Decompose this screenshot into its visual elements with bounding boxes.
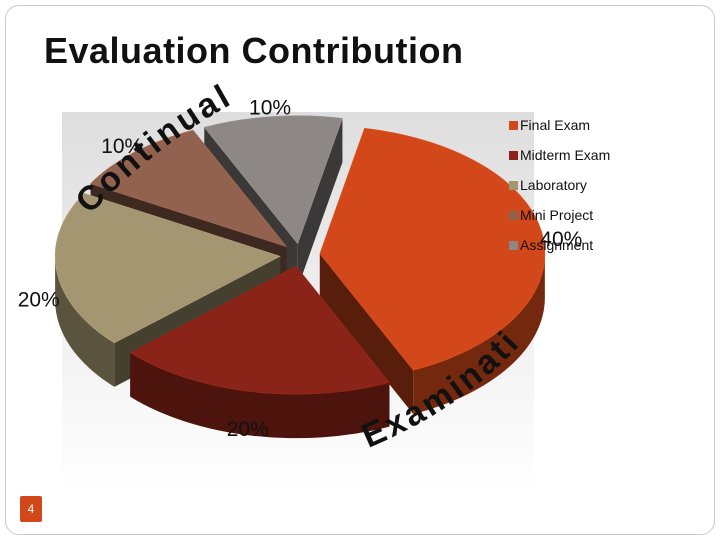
legend-label: Midterm Exam: [520, 147, 610, 163]
legend-entry: Laboratory: [509, 177, 587, 193]
legend-entry: Midterm Exam: [509, 147, 610, 163]
legend-entry: Final Exam: [509, 117, 590, 133]
data-label: 20%: [227, 418, 269, 441]
legend-entry: Assignment: [509, 237, 593, 253]
legend-swatch: [509, 121, 518, 130]
page-number: 4: [20, 496, 42, 522]
legend-swatch: [509, 151, 518, 160]
data-label: 10%: [101, 135, 143, 158]
legend-label: Mini Project: [520, 207, 593, 223]
legend-label: Assignment: [520, 237, 593, 253]
legend-swatch: [509, 181, 518, 190]
legend-entry: Mini Project: [509, 207, 593, 223]
legend-swatch: [509, 211, 518, 220]
legend-swatch: [509, 241, 518, 250]
data-label: 40%: [540, 228, 582, 251]
pie-slice-midterm-exam: [129, 265, 391, 439]
legend-label: Laboratory: [520, 177, 587, 193]
slide-title: Evaluation Contribution: [44, 30, 464, 71]
data-label: 10%: [249, 96, 291, 119]
data-label: 20%: [18, 288, 60, 311]
legend-label: Final Exam: [520, 117, 590, 133]
pie-slice-final-exam: [319, 127, 546, 415]
